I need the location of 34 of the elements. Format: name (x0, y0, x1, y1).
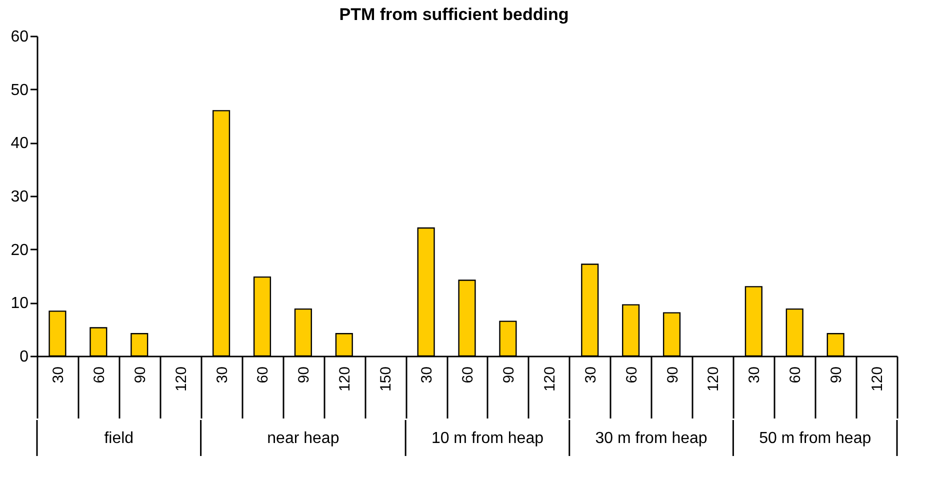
x-tick-label: 30 (746, 366, 764, 384)
x-tick-label: 60 (787, 366, 804, 384)
chart-title: PTM from sufficient bedding (339, 5, 569, 24)
y-tick-label: 30 (10, 188, 29, 206)
x-tick-label: 60 (623, 366, 640, 384)
text: 50 m from heap (759, 430, 872, 447)
y-tick-label: 60 (10, 28, 29, 46)
x-tick-label: 120 (869, 366, 886, 392)
x-tick-label: 90 (828, 366, 846, 384)
y-tick-label: 10 (10, 295, 29, 312)
y-tick-label: 0 (20, 348, 29, 366)
text: 30 m from heap (595, 430, 708, 447)
x-tick-label: 90 (296, 366, 313, 384)
x-tick-label: 120 (336, 366, 354, 392)
x-tick-label: 60 (90, 366, 108, 384)
x-tick-label: 60 (254, 366, 272, 384)
x-tick-label: 120 (705, 366, 722, 392)
x-tick-label: 150 (378, 366, 395, 392)
x-tick-label: 90 (500, 366, 518, 384)
y-tick-label: 50 (10, 82, 29, 99)
x-tick-label: 30 (214, 366, 231, 384)
text: 10 m from heap (431, 430, 544, 447)
y-tick-label: 20 (10, 242, 29, 259)
x-tick-label: 30 (582, 366, 600, 384)
x-tick-label: 120 (172, 366, 190, 392)
x-tick-label: 30 (418, 366, 436, 384)
x-tick-label: 30 (50, 366, 67, 384)
x-tick-label: 90 (664, 366, 682, 384)
text: near heap (267, 430, 340, 447)
text: field (104, 430, 134, 447)
y-tick-label: 40 (10, 135, 29, 152)
x-tick-label: 60 (460, 366, 476, 384)
x-tick-label: 120 (541, 366, 558, 392)
x-tick-label: 90 (132, 366, 149, 384)
